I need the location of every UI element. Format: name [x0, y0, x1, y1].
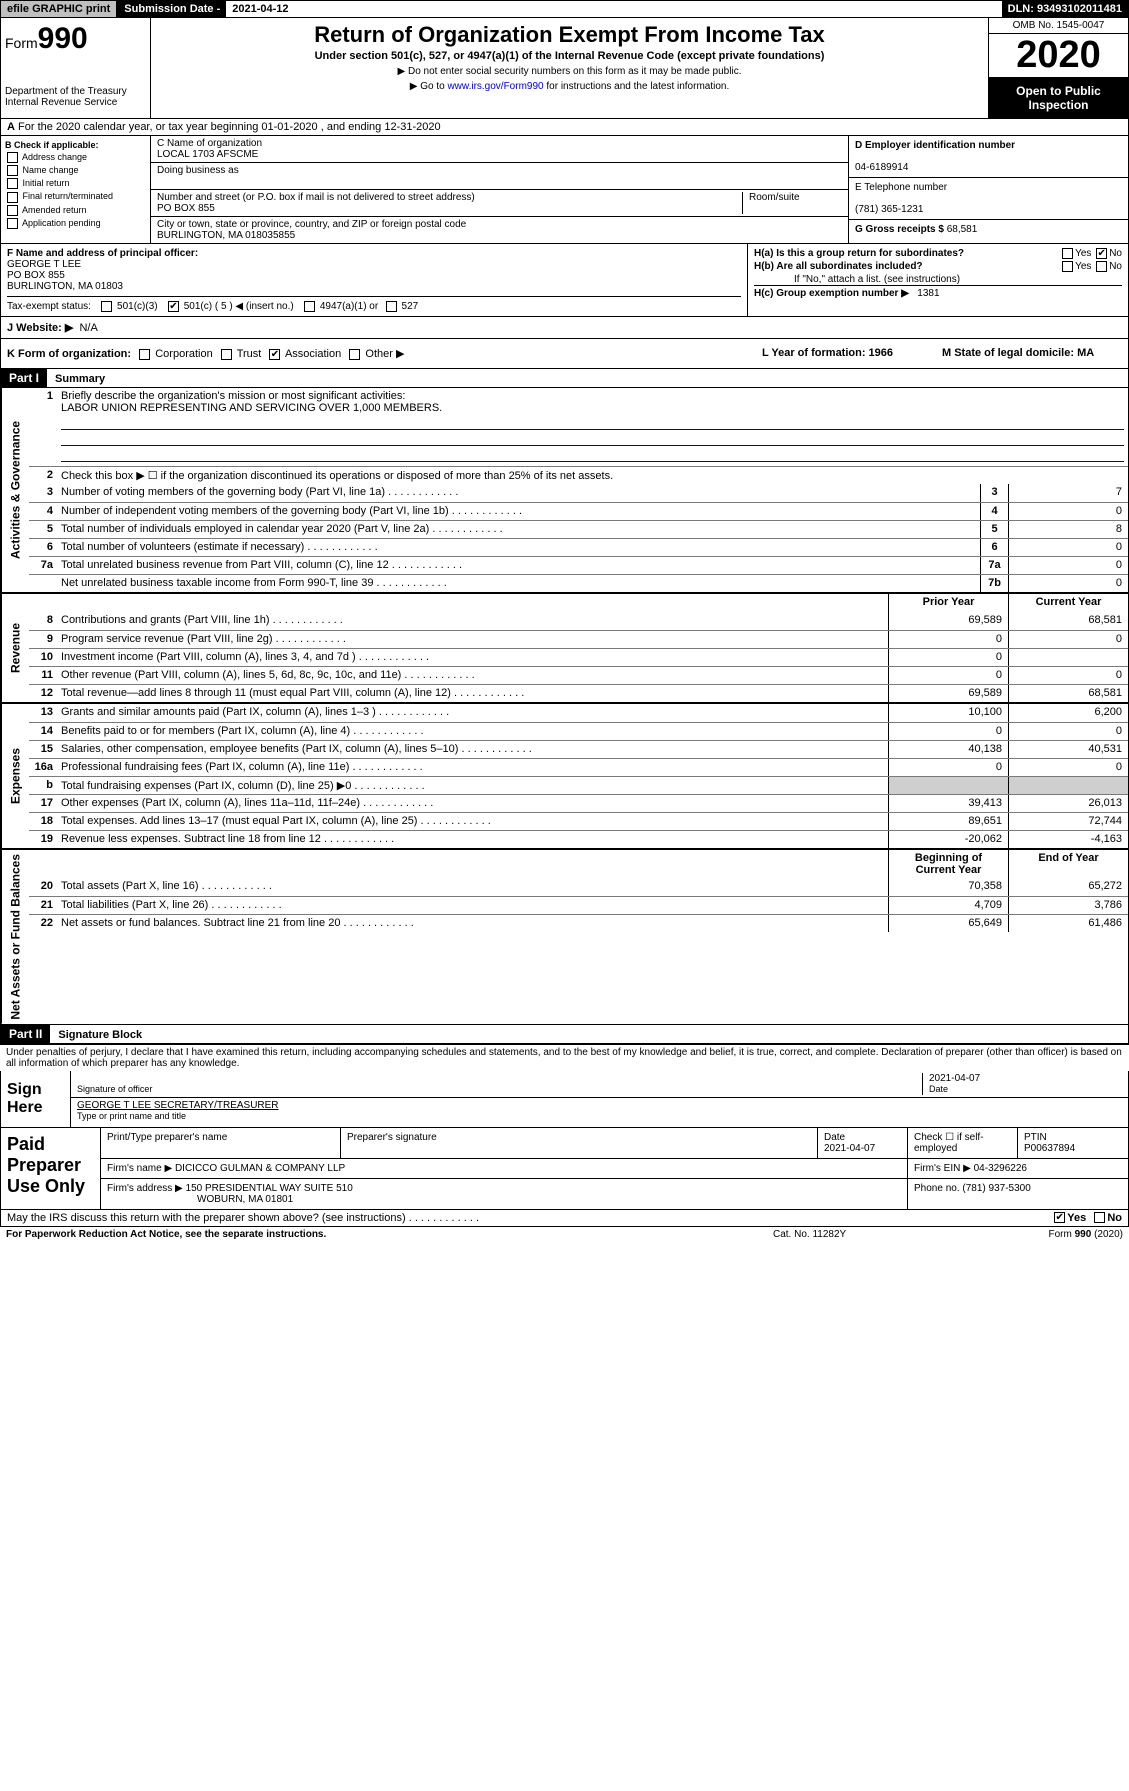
- footer: For Paperwork Reduction Act Notice, see …: [0, 1227, 1129, 1242]
- section-f-h: F Name and address of principal officer:…: [0, 244, 1129, 317]
- submission-date: 2021-04-12: [226, 1, 294, 17]
- efile-button[interactable]: efile GRAPHIC print: [1, 1, 118, 17]
- summary-row: 7aTotal unrelated business revenue from …: [29, 556, 1128, 574]
- summary-row: 10Investment income (Part VIII, column (…: [29, 648, 1128, 666]
- irs-link[interactable]: www.irs.gov/Form990: [447, 81, 543, 92]
- summary-row: 19Revenue less expenses. Subtract line 1…: [29, 830, 1128, 848]
- summary-row: 9Program service revenue (Part VIII, lin…: [29, 630, 1128, 648]
- paid-preparer-block: Paid Preparer Use Only Print/Type prepar…: [0, 1128, 1129, 1210]
- note-ssn: ▶ Do not enter social security numbers o…: [155, 66, 984, 77]
- dln: DLN: 93493102011481: [1002, 1, 1128, 17]
- summary-row: Net unrelated business taxable income fr…: [29, 574, 1128, 592]
- submission-label: Submission Date -: [118, 1, 226, 17]
- open-public: Open to Public Inspection: [989, 78, 1128, 118]
- summary-row: 13Grants and similar amounts paid (Part …: [29, 704, 1128, 722]
- discuss-row: May the IRS discuss this return with the…: [0, 1210, 1129, 1227]
- sign-here-label: Sign Here: [1, 1071, 71, 1127]
- summary-row: 15Salaries, other compensation, employee…: [29, 740, 1128, 758]
- col-h-group: H(a) Is this a group return for subordin…: [748, 244, 1128, 316]
- summary-row: 16aProfessional fundraising fees (Part I…: [29, 758, 1128, 776]
- summary-row: 17Other expenses (Part IX, column (A), l…: [29, 794, 1128, 812]
- summary-row: 6Total number of volunteers (estimate if…: [29, 538, 1128, 556]
- col-f-officer: F Name and address of principal officer:…: [1, 244, 748, 316]
- note-link: ▶ Go to www.irs.gov/Form990 for instruct…: [155, 81, 984, 92]
- section-b-to-g: B Check if applicable: Address change Na…: [0, 136, 1129, 244]
- summary-row: 4Number of independent voting members of…: [29, 502, 1128, 520]
- paid-preparer-label: Paid Preparer Use Only: [1, 1128, 101, 1209]
- row-a-period: A For the 2020 calendar year, or tax yea…: [0, 119, 1129, 136]
- tax-status-label: Tax-exempt status:: [7, 301, 91, 312]
- summary-row: 11Other revenue (Part VIII, column (A), …: [29, 666, 1128, 684]
- vtab-net-assets: Net Assets or Fund Balances: [1, 850, 29, 1024]
- year-formation: L Year of formation: 1966: [762, 347, 942, 360]
- form-subtitle: Under section 501(c), 527, or 4947(a)(1)…: [155, 50, 984, 62]
- summary-row: 3Number of voting members of the governi…: [29, 484, 1128, 502]
- summary-row: 18Total expenses. Add lines 13–17 (must …: [29, 812, 1128, 830]
- summary-row: 14Benefits paid to or for members (Part …: [29, 722, 1128, 740]
- col-d-e-g: D Employer identification number04-61899…: [848, 136, 1128, 243]
- dept-label: Department of the TreasuryInternal Reven…: [5, 86, 146, 108]
- part-i: Part ISummary Activities & Governance 1 …: [0, 369, 1129, 1025]
- signature-block: Sign Here Signature of officer2021-04-07…: [0, 1071, 1129, 1128]
- omb-number: OMB No. 1545-0047: [989, 18, 1128, 34]
- state-domicile: M State of legal domicile: MA: [942, 347, 1122, 360]
- col-b-checkboxes: B Check if applicable: Address change Na…: [1, 136, 151, 243]
- summary-row: 22Net assets or fund balances. Subtract …: [29, 914, 1128, 932]
- summary-row: 5Total number of individuals employed in…: [29, 520, 1128, 538]
- col-c-org: C Name of organizationLOCAL 1703 AFSCME …: [151, 136, 848, 243]
- summary-row: 20Total assets (Part X, line 16) 70,3586…: [29, 878, 1128, 896]
- summary-row: 8Contributions and grants (Part VIII, li…: [29, 612, 1128, 630]
- vtab-governance: Activities & Governance: [1, 388, 29, 592]
- vtab-revenue: Revenue: [1, 594, 29, 702]
- vtab-expenses: Expenses: [1, 704, 29, 848]
- row-j-website: J Website: ▶ N/A: [0, 317, 1129, 339]
- tax-year: 2020: [989, 34, 1128, 78]
- row-k-form-org: K Form of organization: Corporation Trus…: [0, 339, 1129, 369]
- top-bar: efile GRAPHIC print Submission Date - 20…: [0, 0, 1129, 18]
- summary-row: 12Total revenue—add lines 8 through 11 (…: [29, 684, 1128, 702]
- summary-row: 21Total liabilities (Part X, line 26) 4,…: [29, 896, 1128, 914]
- form-header: Form990 Department of the TreasuryIntern…: [0, 18, 1129, 119]
- form-number: Form990: [5, 22, 146, 56]
- part-ii: Part IISignature Block: [0, 1025, 1129, 1045]
- form-title: Return of Organization Exempt From Incom…: [155, 22, 984, 48]
- perjury-statement: Under penalties of perjury, I declare th…: [0, 1045, 1129, 1071]
- summary-row: bTotal fundraising expenses (Part IX, co…: [29, 776, 1128, 794]
